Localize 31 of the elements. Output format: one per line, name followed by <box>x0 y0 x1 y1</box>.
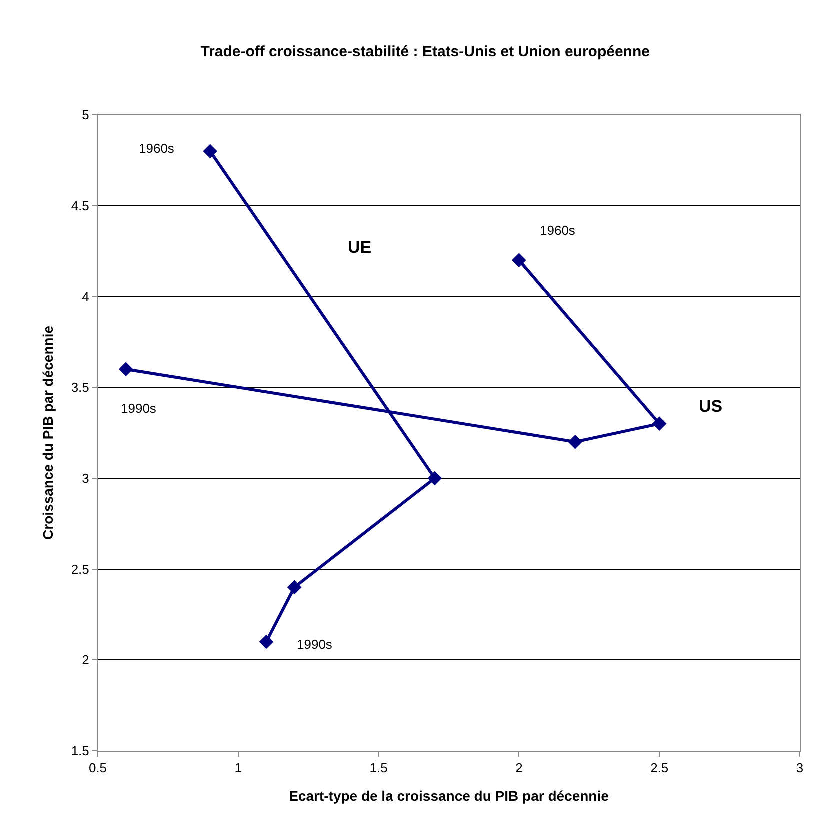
point <box>428 471 442 486</box>
point <box>203 144 218 158</box>
annotation: UE <box>348 238 372 257</box>
chart-title: Trade-off croissance-stabilité : Etats-Unis et Union européenne <box>200 43 650 60</box>
annotation: 1960s <box>540 223 576 238</box>
y-tick-label: 4 <box>82 289 90 304</box>
annotation: 1960s <box>139 141 175 156</box>
point <box>118 362 134 377</box>
annotation: 1990s <box>121 401 157 416</box>
point <box>652 416 667 432</box>
y-tick-label: 4.5 <box>71 198 90 214</box>
y-tick-label: 2.5 <box>71 562 90 577</box>
y-tick-label: 5 <box>82 108 90 123</box>
point <box>259 634 274 650</box>
annotation: US <box>699 397 723 416</box>
point <box>568 434 583 450</box>
y-axis-title: Croissance du PIB par décennie <box>40 326 56 540</box>
y-tick-label: 3 <box>82 470 90 486</box>
point <box>287 580 302 595</box>
annotation: 1990s <box>297 637 333 652</box>
x-tick-label: 0.5 <box>88 760 108 776</box>
x-tick-label: 1 <box>234 760 242 776</box>
y-tick-label: 3.5 <box>71 380 90 396</box>
y-tick-label: 1.5 <box>71 744 90 759</box>
point <box>512 253 526 268</box>
x-tick-label: 3 <box>796 760 804 776</box>
x-axis-title: Ecart-type de la croissance du PIB par décennie <box>289 788 610 804</box>
x-tick-label: 2.5 <box>650 760 669 776</box>
y-tick-label: 2 <box>82 652 90 668</box>
x-tick-label: 2 <box>516 760 523 776</box>
x-tick-label: 1.5 <box>370 760 388 776</box>
